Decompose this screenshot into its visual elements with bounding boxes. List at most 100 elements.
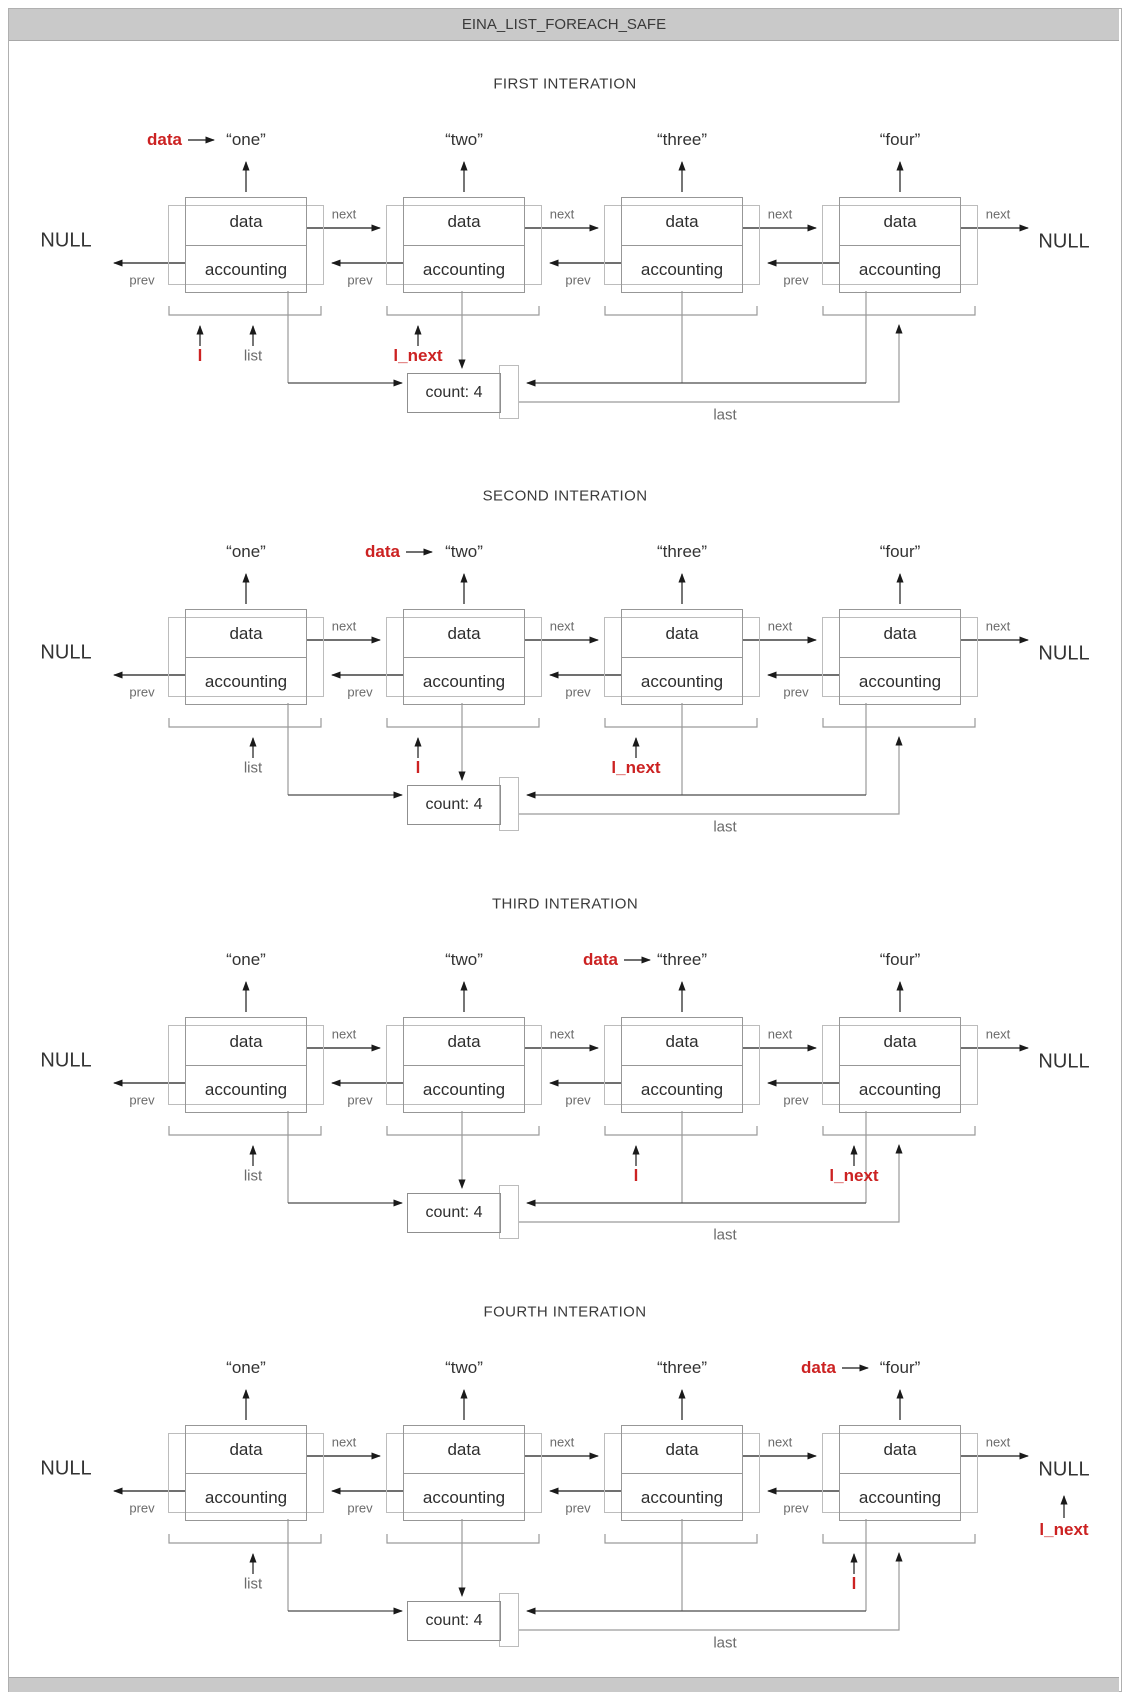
count-box: count: 4 (407, 1601, 501, 1641)
count-box: count: 4 (407, 1193, 501, 1233)
node-data-cell: data (883, 623, 917, 643)
list-node-outer (386, 617, 542, 697)
null-label-right: NULL (1038, 1458, 1090, 1481)
list-pointer-label: list (243, 1575, 263, 1593)
list-node: data accounting (839, 1425, 961, 1521)
next-label: next (331, 206, 357, 222)
node-data-cell: data (883, 211, 917, 231)
list-node-outer (168, 205, 324, 285)
next-label: next (767, 206, 793, 222)
list-node: data accounting (185, 609, 307, 705)
l-next-pointer-label: l_next (829, 1166, 879, 1185)
bottom-bar (9, 1677, 1119, 1692)
iteration-title: THIRD INTERATION (491, 895, 639, 913)
window-title: EINA_LIST_FOREACH_SAFE (461, 16, 667, 33)
list-node: data accounting (185, 1425, 307, 1521)
node-data-cell: data (447, 623, 481, 643)
list-node-outer (822, 205, 978, 285)
node-data-cell: data (229, 1031, 263, 1051)
last-label: last (713, 1226, 737, 1244)
data-pointer-label: data (801, 1358, 836, 1377)
node-accounting-cell: accounting (840, 1473, 960, 1521)
last-label: last (713, 406, 737, 424)
prev-label: prev (783, 272, 809, 288)
prev-label: prev (129, 1500, 155, 1516)
list-pointer-label: list (243, 759, 263, 777)
list-node: data accounting (621, 609, 743, 705)
next-label: next (985, 1026, 1011, 1042)
window-title-bar: EINA_LIST_FOREACH_SAFE (9, 9, 1119, 41)
item-label: “one” (226, 542, 266, 561)
count-box-column (499, 777, 519, 831)
prev-label: prev (783, 684, 809, 700)
count-box: count: 4 (407, 373, 501, 413)
list-node-outer (168, 617, 324, 697)
list-node: data accounting (403, 1017, 525, 1113)
node-data-cell: data (665, 1031, 699, 1051)
prev-label: prev (565, 1092, 591, 1108)
next-label: next (985, 618, 1011, 634)
item-label: “two” (445, 1358, 483, 1377)
l-next-pointer-label: l_next (611, 758, 661, 777)
item-label: “three” (656, 542, 708, 561)
l-pointer-label: l (415, 758, 421, 777)
count-box: count: 4 (407, 785, 501, 825)
page-frame (8, 8, 1122, 1692)
prev-label: prev (565, 1500, 591, 1516)
node-data-cell: data (883, 1031, 917, 1051)
node-accounting-cell: accounting (840, 245, 960, 293)
list-node: data accounting (185, 197, 307, 293)
list-node: data accounting (621, 1017, 743, 1113)
null-label-left: NULL (40, 229, 92, 252)
prev-label: prev (783, 1500, 809, 1516)
node-accounting-cell: accounting (404, 1473, 524, 1521)
list-node: data accounting (403, 1425, 525, 1521)
item-label: “four” (879, 542, 921, 561)
list-node-outer (386, 1433, 542, 1513)
null-label-right: NULL (1038, 230, 1090, 253)
last-label: last (713, 1634, 737, 1652)
list-node: data accounting (621, 1425, 743, 1521)
null-label-left: NULL (40, 1457, 92, 1480)
node-data-cell: data (447, 1439, 481, 1459)
list-node-outer (822, 1025, 978, 1105)
node-accounting-cell: accounting (840, 1065, 960, 1113)
prev-label: prev (347, 1092, 373, 1108)
node-data-cell: data (229, 623, 263, 643)
node-accounting-cell: accounting (186, 245, 306, 293)
l-pointer-label: l (851, 1574, 857, 1593)
node-accounting-cell: accounting (186, 1473, 306, 1521)
next-label: next (331, 618, 357, 634)
data-pointer-label: data (365, 542, 400, 561)
last-label: last (713, 818, 737, 836)
list-node-outer (168, 1433, 324, 1513)
next-label: next (985, 206, 1011, 222)
node-data-cell: data (447, 1031, 481, 1051)
next-label: next (331, 1434, 357, 1450)
item-label: “one” (226, 130, 266, 149)
prev-label: prev (565, 272, 591, 288)
item-label: “three” (656, 950, 708, 969)
list-node: data accounting (839, 609, 961, 705)
node-data-cell: data (883, 1439, 917, 1459)
item-label: “four” (879, 950, 921, 969)
next-label: next (767, 1434, 793, 1450)
item-label: “two” (445, 542, 483, 561)
node-data-cell: data (229, 1439, 263, 1459)
next-label: next (549, 206, 575, 222)
list-node-outer (604, 1025, 760, 1105)
prev-label: prev (129, 272, 155, 288)
iteration-title: SECOND INTERATION (482, 487, 648, 505)
item-label: “three” (656, 1358, 708, 1377)
l-next-pointer-label: l_next (393, 346, 443, 365)
next-label: next (549, 1434, 575, 1450)
node-accounting-cell: accounting (622, 245, 742, 293)
next-label: next (767, 1026, 793, 1042)
null-label-right: NULL (1038, 1050, 1090, 1073)
list-node: data accounting (403, 609, 525, 705)
list-node: data accounting (839, 197, 961, 293)
item-label: “two” (445, 950, 483, 969)
count-box-column (499, 365, 519, 419)
